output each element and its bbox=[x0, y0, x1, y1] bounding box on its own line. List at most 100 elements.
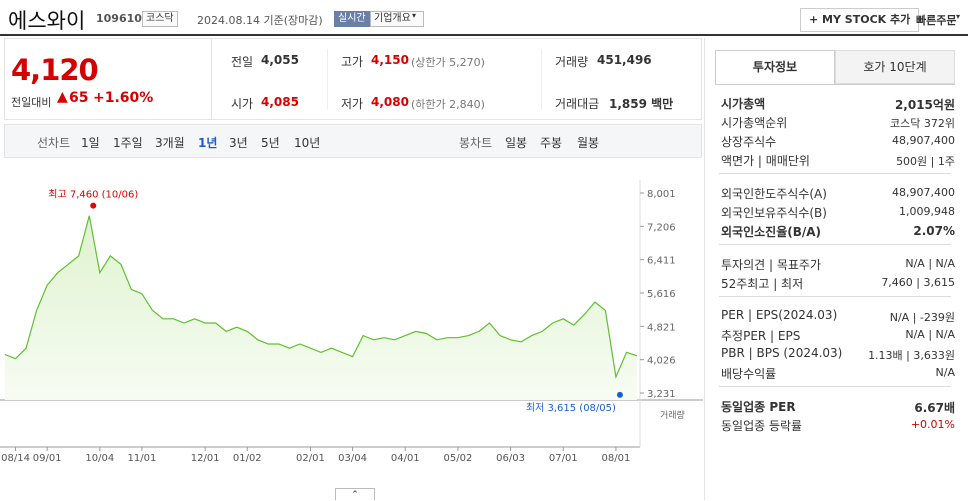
orderbook-tab[interactable]: 호가 10단계 bbox=[835, 50, 955, 84]
stat-label: 시가 bbox=[231, 97, 254, 111]
group-divider bbox=[719, 173, 951, 174]
high-marker bbox=[90, 202, 97, 209]
x-tick-label: 10/04 bbox=[85, 453, 114, 464]
group-divider bbox=[719, 244, 951, 245]
info-value: 6.67배 bbox=[914, 401, 955, 415]
info-value: 1.13배 | 3,633원 bbox=[868, 349, 955, 362]
stat-value: 4,085 bbox=[261, 95, 299, 109]
y-tick-label: 4,821 bbox=[647, 322, 676, 333]
info-label: 외국인보유주식수(B) bbox=[721, 206, 827, 220]
stat-label: 전일 bbox=[231, 55, 254, 69]
info-value: 48,907,400 bbox=[892, 134, 955, 147]
high-label: 최고 7,460 (10/06) bbox=[48, 189, 138, 201]
info-label: 상장주식수 bbox=[721, 135, 777, 149]
stat-label: 고가 bbox=[341, 55, 364, 69]
date: 2024.08.14 기준(장마감) bbox=[197, 14, 323, 27]
y-tick-label: 4,026 bbox=[647, 356, 676, 367]
x-tick-label: 03/04 bbox=[338, 453, 367, 464]
stat-label: 저가 bbox=[341, 97, 364, 111]
period-tab[interactable]: 5년 bbox=[261, 136, 280, 150]
stat-extra: (하한가 2,840) bbox=[411, 98, 485, 111]
price-line bbox=[4, 215, 638, 380]
low-label: 최저 3,615 (08/05) bbox=[526, 402, 616, 414]
info-value: N/A | N/A bbox=[905, 328, 955, 341]
info-label: 동일업종 등락률 bbox=[721, 419, 803, 433]
x-tick-label: 11/01 bbox=[128, 453, 157, 464]
info-value: +0.01% bbox=[910, 418, 955, 431]
divider bbox=[211, 39, 212, 119]
info-label: 투자의견 | 목표주가 bbox=[721, 258, 821, 272]
info-value: 48,907,400 bbox=[892, 186, 955, 199]
x-tick-label: 04/01 bbox=[391, 453, 420, 464]
info-label: 추정PER | EPS bbox=[721, 329, 801, 343]
x-tick-label: 06/03 bbox=[496, 453, 525, 464]
candle-chart-label: 봉차트 bbox=[459, 136, 493, 150]
info-label: 외국인소진율(B/A) bbox=[721, 225, 822, 239]
stat-extra: (상한가 5,270) bbox=[411, 56, 485, 69]
info-label: 외국인한도주식수(A) bbox=[721, 187, 827, 201]
line-chart-label: 선차트 bbox=[37, 136, 71, 150]
x-tick-label: 02/01 bbox=[296, 453, 325, 464]
x-tick-label: 01/02 bbox=[233, 453, 262, 464]
overview-dropdown[interactable]: 기업개요 bbox=[370, 11, 424, 27]
x-tick-label: 07/01 bbox=[549, 453, 578, 464]
info-value: N/A | N/A bbox=[905, 257, 955, 270]
x-tick-label: 08/14 bbox=[1, 453, 30, 464]
info-value: 2.07% bbox=[913, 224, 955, 238]
stat-value: 4,055 bbox=[261, 53, 299, 67]
group-divider bbox=[719, 386, 951, 387]
group-divider bbox=[719, 296, 951, 297]
low-marker bbox=[616, 391, 623, 398]
change-rate: +1.60% bbox=[93, 90, 154, 106]
quote-summary: 4,120 전일대비 ▲ 65 +1.60% 전일 4,055 고가 4,150 (상한… bbox=[4, 38, 702, 120]
header: 에스와이 109610 코스닥 2024.08.14 기준(장마감) 실시간 기… bbox=[0, 0, 968, 36]
chart-tabs: 선차트 1일 1주일 3개월 1년 3년 5년 10년 봉차트 일봉 주봉 월봉 bbox=[4, 124, 702, 158]
period-tab[interactable]: 10년 bbox=[294, 136, 321, 150]
info-value: 2,015억원 bbox=[894, 98, 955, 112]
dropdown-arrow: ▾ bbox=[412, 11, 417, 20]
x-tick-label: 12/01 bbox=[191, 453, 220, 464]
info-value: N/A bbox=[935, 366, 955, 379]
period-tab[interactable]: 1년 bbox=[198, 136, 218, 150]
info-label: PER | EPS(2024.03) bbox=[721, 308, 838, 322]
stat-value: 4,080 bbox=[371, 95, 409, 109]
info-label: PBR | BPS (2024.03) bbox=[721, 346, 843, 360]
info-label: 동일업종 PER bbox=[721, 400, 796, 414]
period-tab[interactable]: 1주일 bbox=[113, 136, 143, 150]
info-label: 배당수익률 bbox=[721, 367, 777, 381]
change: 65 bbox=[69, 90, 89, 106]
info-label: 액면가 | 매매단위 bbox=[721, 154, 810, 168]
invest-panel: 투자정보 호가 10단계 시가총액 2,015억원 시가총액순위 코스닥 372위 상장주식… bbox=[704, 38, 968, 500]
candle-tab[interactable]: 일봉 bbox=[505, 136, 528, 150]
info-label: 시가총액 bbox=[721, 97, 766, 111]
price-area bbox=[5, 215, 637, 400]
period-tab[interactable]: 3년 bbox=[229, 136, 248, 150]
my-stock-button[interactable]: + MY STOCK 추가 bbox=[800, 8, 920, 32]
period-tab[interactable]: 1일 bbox=[81, 136, 100, 150]
info-label: 52주최고 | 최저 bbox=[721, 277, 804, 291]
invest-box: 시가총액 2,015억원 시가총액순위 코스닥 372위 상장주식수 48,907,400… bbox=[715, 84, 955, 440]
stat-label: 거래대금 bbox=[555, 97, 600, 111]
info-value: 500원 | 1주 bbox=[896, 155, 955, 168]
x-tick-label: 08/01 bbox=[602, 453, 631, 464]
divider bbox=[541, 49, 542, 109]
realtime-badge: 실시간 bbox=[334, 11, 370, 27]
invest-tab[interactable]: 투자정보 bbox=[715, 50, 835, 84]
period-tab[interactable]: 3개월 bbox=[155, 136, 185, 150]
y-tick-label: 7,206 bbox=[647, 222, 676, 233]
dropdown-arrow: ▾ bbox=[956, 12, 961, 21]
y-tick-label: 5,616 bbox=[647, 289, 676, 300]
y-tick-label: 8,001 bbox=[647, 189, 676, 200]
candle-tab[interactable]: 주봉 bbox=[540, 136, 563, 150]
quick-order[interactable]: 빠른주문 bbox=[916, 14, 957, 27]
volume-label: 거래량 bbox=[660, 409, 685, 421]
y-tick-label: 3,231 bbox=[647, 389, 676, 400]
x-tick-label: 05/02 bbox=[444, 453, 473, 464]
stat-value: 4,150 bbox=[371, 53, 409, 67]
x-tick-label: 09/01 bbox=[33, 453, 62, 464]
collapse-button[interactable]: ⌃ bbox=[335, 488, 375, 500]
stock-name: 에스와이 bbox=[8, 9, 86, 33]
info-value: 코스닥 372위 bbox=[890, 117, 955, 130]
candle-tab[interactable]: 월봉 bbox=[577, 136, 600, 150]
